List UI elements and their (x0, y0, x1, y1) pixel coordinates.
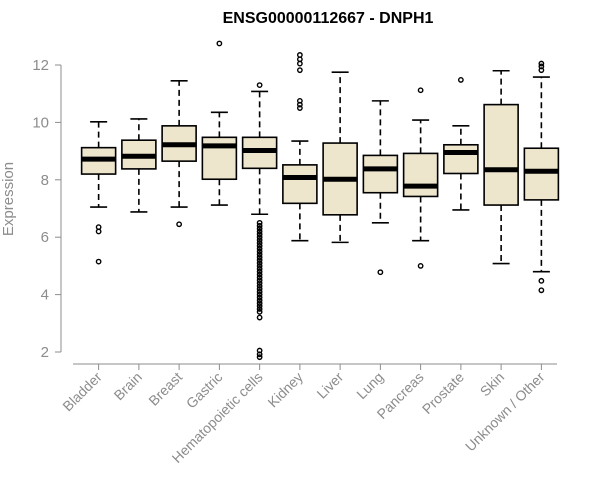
outlier-point (256, 314, 263, 321)
box-body (402, 152, 439, 198)
outlier-point (538, 67, 545, 74)
x-tick-label: Prostate (419, 369, 467, 417)
box-lung (362, 100, 399, 276)
outlier-point (256, 265, 263, 272)
outlier-point (256, 288, 263, 295)
y-tick-label: 12 (32, 57, 49, 74)
box-hematopoietic-cells (241, 82, 278, 361)
outlier-point (95, 228, 102, 235)
outlier-point (256, 251, 263, 258)
outlier-point (538, 60, 545, 67)
outlier-point (256, 257, 263, 264)
outlier-point (256, 274, 263, 281)
box-body (282, 164, 318, 205)
outlier-point (256, 351, 263, 358)
outlier-point (256, 254, 263, 261)
outlier-point (256, 245, 263, 252)
box-pancreas (402, 87, 439, 269)
outlier-point (256, 285, 263, 292)
outlier-point (538, 277, 545, 284)
outlier-point (95, 258, 102, 265)
box-brain (121, 118, 157, 213)
outlier-point (256, 225, 263, 232)
chart-title: ENSG00000112667 - DNPH1 (223, 10, 434, 27)
outlier-point (216, 40, 223, 47)
outlier-point (377, 269, 384, 276)
y-ticks: 2 4 6 8 10 12 (32, 57, 61, 361)
outlier-point (256, 291, 263, 298)
outlier-point (256, 248, 263, 255)
outlier-point (296, 101, 303, 108)
outlier-point (256, 271, 263, 278)
outlier-point (256, 228, 263, 235)
box-breast (161, 79, 197, 228)
outlier-point (256, 308, 263, 315)
y-tick-label: 4 (41, 287, 49, 304)
x-tick-label: Brain (111, 369, 145, 403)
x-tick-label: Skin (477, 369, 508, 400)
outlier-point (256, 262, 263, 269)
outlier-point (256, 280, 263, 287)
y-tick-label: 6 (41, 229, 49, 246)
outlier-point (457, 77, 464, 83)
box-group (80, 40, 560, 361)
box-body (523, 147, 560, 201)
box-unknown-other (523, 60, 560, 294)
x-tick-label: Liver (313, 369, 346, 402)
outlier-point (256, 283, 263, 289)
outlier-point (176, 221, 183, 228)
outlier-point (256, 294, 263, 301)
y-axis-label: Expression (0, 162, 17, 236)
outlier-point (296, 67, 303, 74)
x-tick-label: Kidney (264, 369, 306, 411)
outlier-point (256, 222, 263, 229)
outlier-point (256, 277, 263, 284)
outlier-point (256, 354, 263, 361)
box-gastric (201, 40, 238, 206)
y-tick-label: 2 (41, 344, 49, 361)
outlier-point (256, 240, 263, 246)
box-body (483, 103, 519, 206)
box-bladder (80, 121, 117, 265)
x-tick-label: Bladder (59, 369, 105, 415)
outlier-point (417, 262, 424, 269)
box-kidney (282, 52, 318, 242)
box-body (362, 154, 399, 194)
box-liver (322, 71, 358, 244)
box-skin (483, 69, 519, 265)
outlier-point (417, 87, 424, 94)
outlier-point (256, 231, 263, 238)
x-tick-label: Breast (145, 369, 185, 409)
y-tick-label: 10 (32, 114, 49, 131)
outlier-point (256, 242, 263, 249)
outlier-point (256, 234, 263, 241)
outlier-point (296, 105, 303, 111)
box-prostate (443, 77, 479, 211)
outlier-point (256, 268, 263, 275)
outlier-point (256, 297, 263, 304)
outlier-point (256, 82, 263, 88)
outlier-point (256, 219, 263, 226)
outlier-point (538, 287, 545, 294)
outlier-point (256, 237, 263, 243)
y-tick-label: 8 (41, 172, 49, 189)
outlier-point (256, 300, 263, 307)
outlier-point (256, 260, 263, 266)
x-tick-label: Lung (353, 369, 386, 402)
outlier-point (256, 306, 263, 312)
box-body (443, 143, 479, 175)
outlier-point (296, 60, 303, 67)
outlier-point (256, 303, 263, 309)
